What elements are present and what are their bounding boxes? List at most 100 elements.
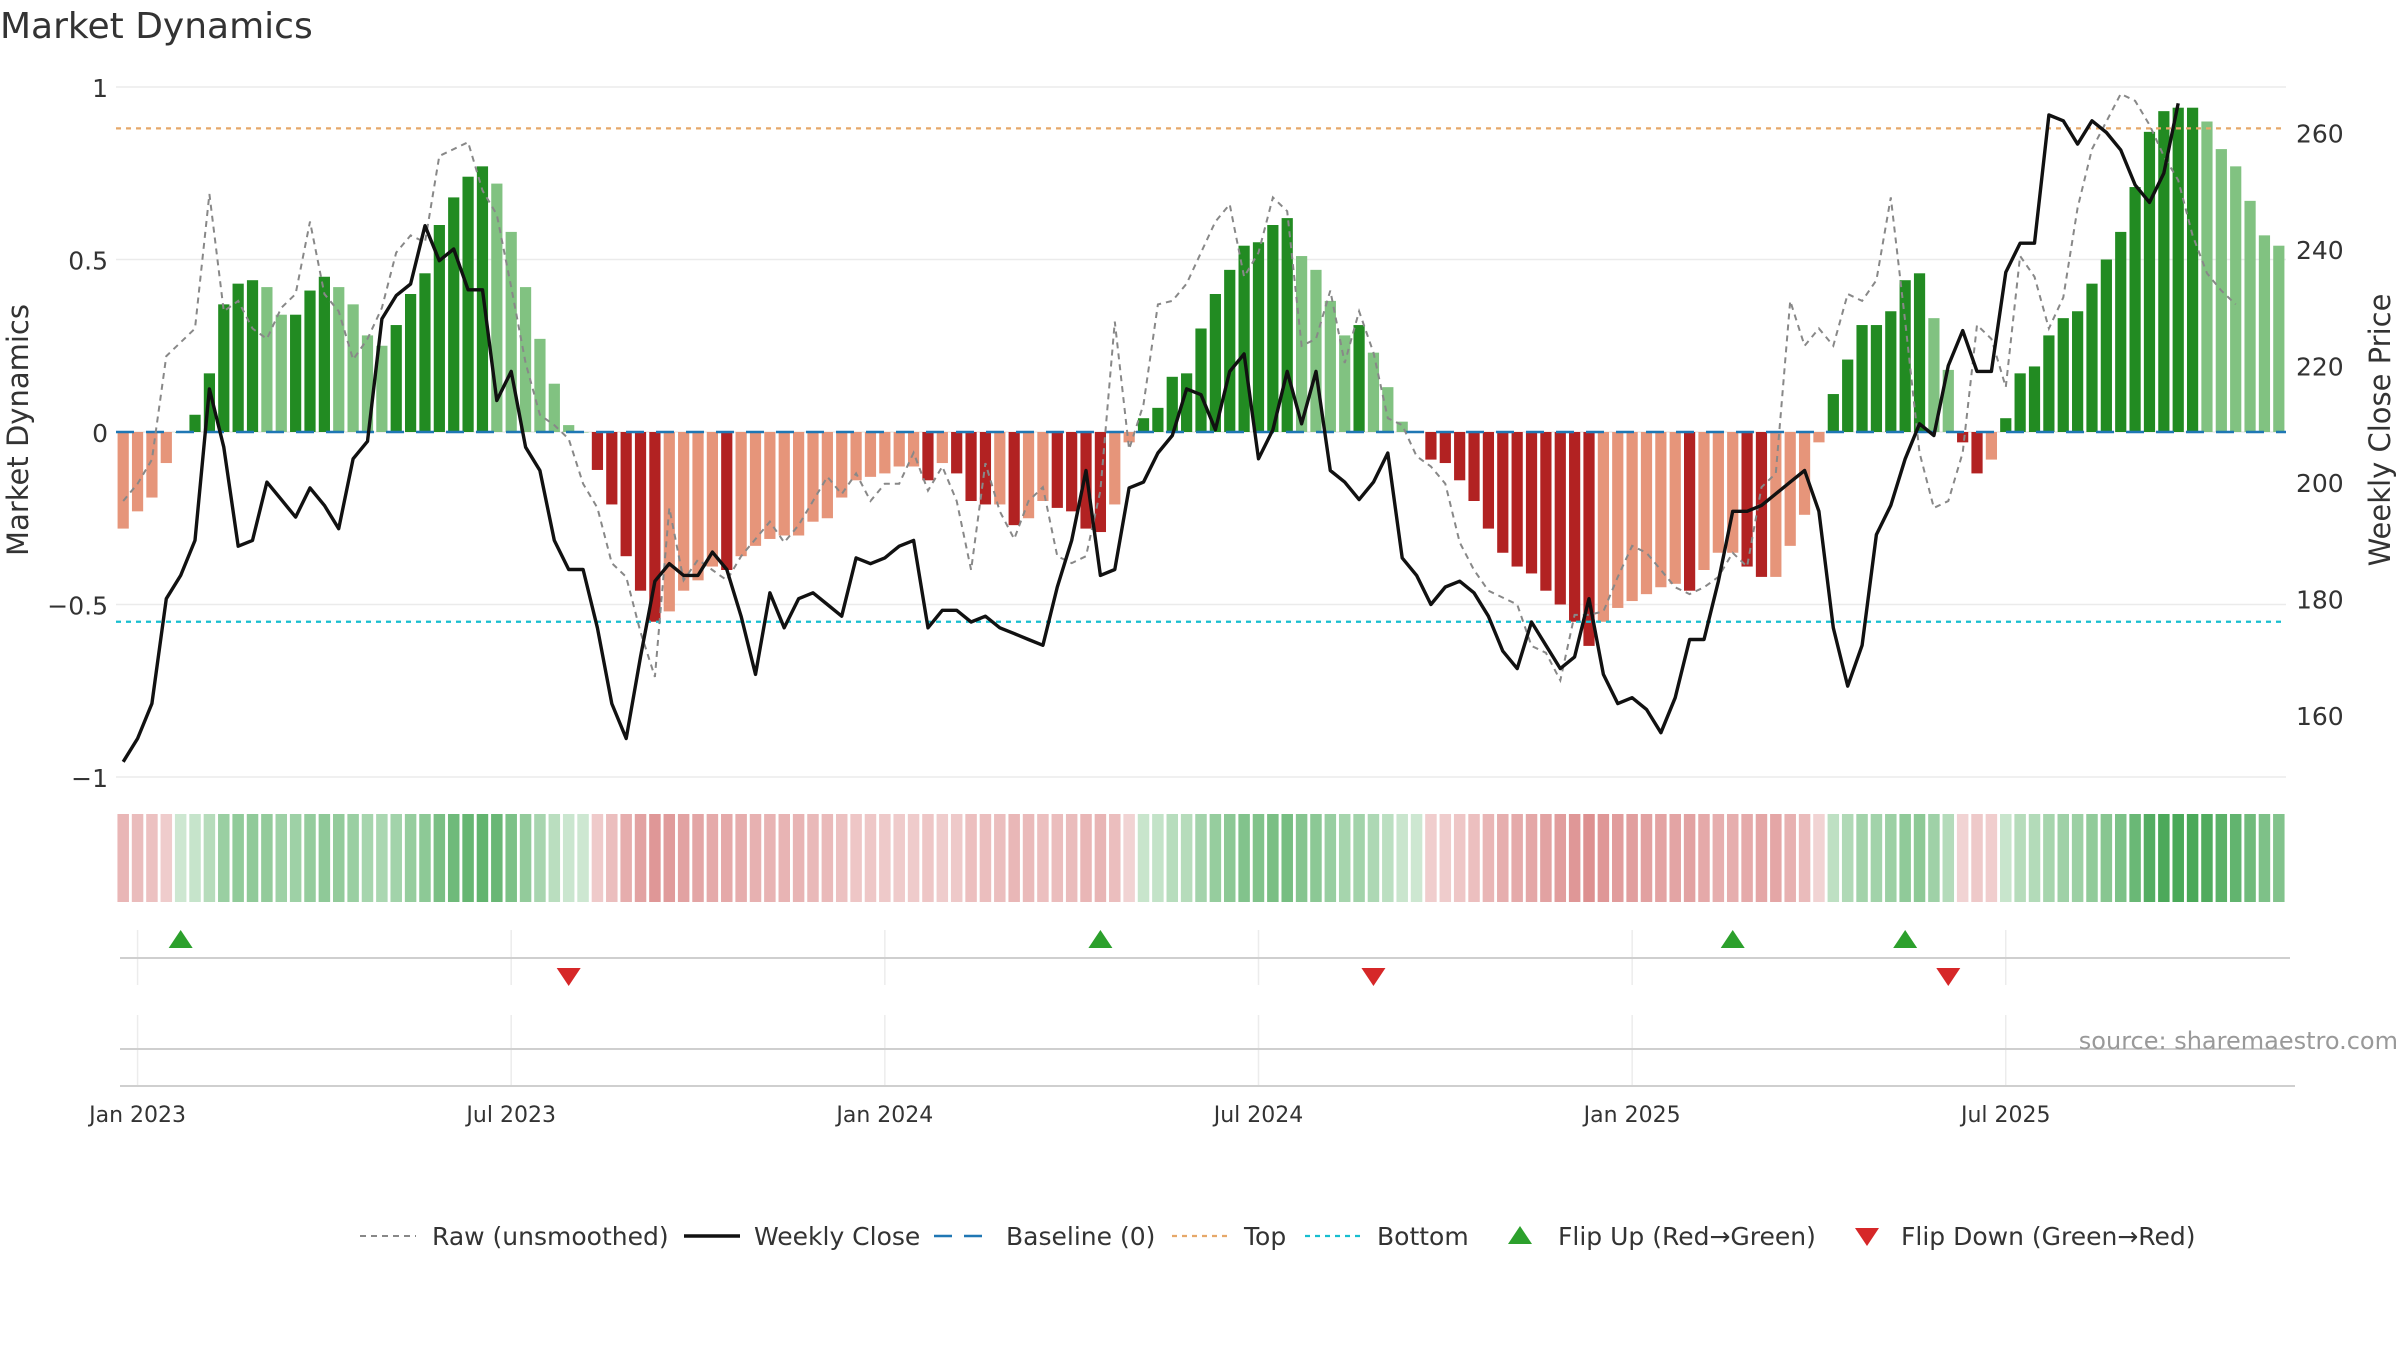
dynamics-bar	[2158, 111, 2170, 433]
dynamics-bar	[2043, 335, 2055, 432]
dynamics-bar	[793, 432, 805, 536]
dynamics-bar	[2086, 283, 2098, 432]
dynamics-bar	[1640, 432, 1653, 595]
x-tick-label: Jul 2023	[464, 1103, 556, 1128]
heat-cell	[519, 814, 532, 902]
heat-cell	[1640, 814, 1653, 902]
dynamics-bar	[333, 287, 345, 432]
dynamics-bar	[1741, 432, 1753, 567]
heat-cell	[649, 814, 661, 902]
dynamics-bar	[2100, 259, 2112, 432]
heat-cell	[548, 814, 561, 902]
dynamics-bar	[692, 432, 704, 581]
dynamics-bar	[189, 414, 201, 432]
heat-cell	[2057, 814, 2069, 902]
dynamics-bar	[735, 432, 747, 557]
dynamics-bar	[721, 432, 733, 570]
dynamics-bar	[1870, 325, 1883, 432]
dynamics-bar	[318, 276, 330, 432]
dynamics-bar	[1238, 245, 1250, 432]
dynamics-bar	[404, 294, 417, 432]
dynamics-bar	[1008, 432, 1020, 526]
heat-cell	[1080, 814, 1092, 902]
dynamics-bar	[2129, 187, 2141, 432]
dynamics-bar	[1181, 373, 1193, 432]
dynamics-bar	[663, 432, 675, 612]
heat-cell	[1195, 814, 1207, 902]
dynamics-bar	[390, 325, 402, 432]
dynamics-bar	[649, 432, 661, 622]
dynamics-bar	[591, 432, 604, 470]
heat-cell	[835, 814, 848, 902]
heat-cell	[146, 814, 158, 902]
heat-cell	[1439, 814, 1452, 902]
heat-cell	[304, 814, 316, 902]
left-tick-label: −0.5	[47, 592, 108, 621]
flip-down-marker	[1936, 968, 1961, 986]
legend-label: Top	[1243, 1222, 1286, 1251]
heat-cell	[2215, 814, 2228, 902]
heat-cell	[1583, 814, 1595, 902]
heat-cell	[1037, 814, 1049, 902]
heat-cell	[203, 814, 216, 902]
heat-cell	[433, 814, 446, 902]
heat-cell	[174, 814, 187, 902]
heat-cell	[1841, 814, 1854, 902]
heat-cell	[534, 814, 546, 902]
heat-cell	[1626, 814, 1638, 902]
heat-cell	[1813, 814, 1825, 902]
dynamics-bar	[1913, 273, 1926, 432]
heat-cell	[1338, 814, 1351, 902]
heat-cell	[160, 814, 173, 902]
dynamics-bar	[706, 432, 718, 567]
heat-cell	[2186, 814, 2199, 902]
dynamics-bar	[864, 432, 877, 477]
legend-label: Baseline (0)	[1006, 1222, 1155, 1251]
dynamics-bar	[965, 432, 977, 501]
dynamics-bar	[1554, 432, 1566, 605]
dynamics-bar	[1353, 325, 1365, 432]
dynamics-bar	[620, 432, 632, 557]
x-tick-label: Jan 2023	[87, 1103, 186, 1128]
heat-cell	[735, 814, 747, 902]
dynamics-bar	[836, 432, 848, 498]
heat-cell	[1482, 814, 1495, 902]
dynamics-bar	[1899, 280, 1911, 432]
dynamics-bar	[678, 432, 690, 591]
heat-cell	[1956, 814, 1969, 902]
dynamics-bar	[893, 432, 905, 467]
dynamics-bar	[1123, 432, 1135, 443]
heat-cell	[821, 814, 834, 902]
dynamics-bar	[117, 432, 129, 529]
heat-cell	[706, 814, 719, 902]
heat-cell	[1453, 814, 1466, 902]
dynamics-bar	[2143, 131, 2156, 432]
left-tick-label: 0	[92, 419, 108, 448]
dynamics-bar	[1396, 421, 1408, 432]
heat-cell	[1913, 814, 1926, 902]
dynamics-bar	[778, 432, 790, 536]
dynamics-bar	[261, 287, 273, 432]
dynamics-bar	[2273, 245, 2285, 432]
heat-cell	[965, 814, 977, 902]
heat-cell	[1885, 814, 1897, 902]
dynamics-bar	[2014, 373, 2026, 432]
heat-strip	[117, 814, 2285, 902]
heat-cell	[1065, 814, 1078, 902]
dynamics-bar	[1583, 432, 1595, 646]
dynamics-bar	[347, 304, 359, 432]
heat-cell	[620, 814, 632, 902]
heat-cell	[677, 814, 690, 902]
heat-cell	[950, 814, 963, 902]
heat-cell	[1267, 814, 1279, 902]
dynamics-bar	[433, 225, 445, 432]
dynamics-bar	[1928, 318, 1940, 432]
right-axis-label: Weekly Close Price	[2363, 294, 2397, 567]
dynamics-bar	[1669, 432, 1681, 584]
left-tick-label: −1	[71, 764, 108, 793]
dynamics-bar	[290, 314, 302, 432]
heat-cell	[1166, 814, 1179, 902]
heat-cell	[764, 814, 776, 902]
heat-cell	[1784, 814, 1796, 902]
dynamics-bar	[979, 432, 992, 505]
